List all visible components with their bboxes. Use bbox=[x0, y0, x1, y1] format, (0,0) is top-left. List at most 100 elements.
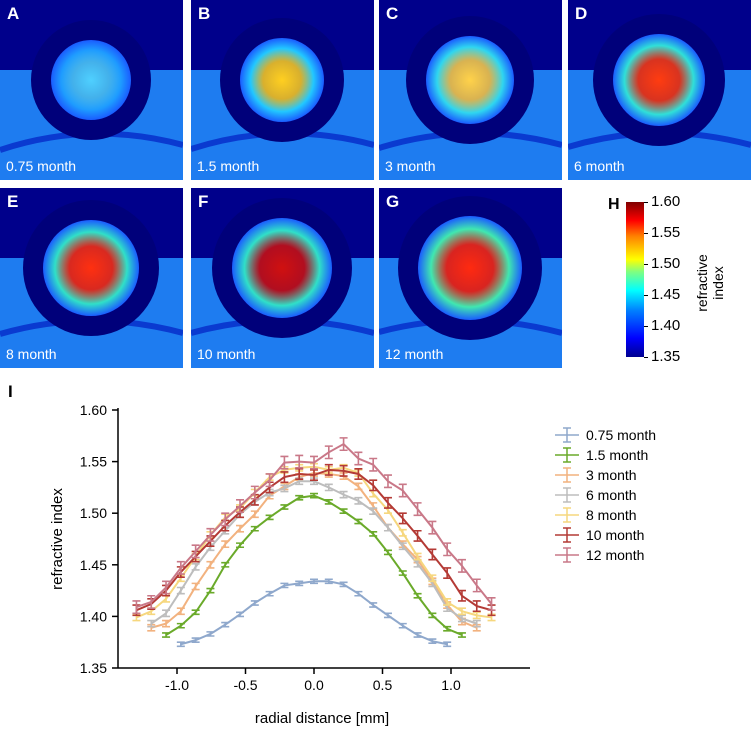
panel-caption: 8 month bbox=[6, 346, 57, 362]
x-tick-label: 1.0 bbox=[441, 677, 461, 693]
refractive-index-chart: I 1.35 1.40 1.45 1.50 1.55 1.60 -1.0 -0.5 0.0 0.5 1… bbox=[8, 382, 656, 727]
colorbar-tick: 1.55 bbox=[644, 224, 684, 242]
data-point-errorbar bbox=[280, 455, 289, 470]
data-point-errorbar bbox=[428, 638, 437, 645]
data-point-errorbar bbox=[398, 622, 407, 629]
data-point-errorbar bbox=[265, 590, 274, 597]
panel-label: C bbox=[386, 4, 399, 23]
data-point-errorbar bbox=[339, 508, 348, 514]
panel-label: D bbox=[575, 4, 588, 23]
lens-image bbox=[0, 188, 183, 368]
data-point-errorbar bbox=[383, 496, 392, 509]
data-point-errorbar bbox=[162, 580, 171, 595]
panel-caption: 1.5 month bbox=[197, 158, 260, 174]
data-point-errorbar bbox=[428, 520, 437, 535]
data-point-errorbar bbox=[339, 437, 348, 452]
x-axis-label: radial distance [mm] bbox=[255, 710, 389, 727]
data-point-errorbar bbox=[428, 574, 437, 583]
colorbar-tick: 1.35 bbox=[644, 348, 684, 366]
panel-label: G bbox=[386, 192, 400, 211]
data-point-errorbar bbox=[324, 463, 333, 476]
legend-swatch bbox=[555, 447, 579, 463]
data-point-errorbar bbox=[236, 542, 245, 549]
legend-label: 0.75 month bbox=[586, 427, 656, 443]
data-point-errorbar bbox=[147, 619, 156, 628]
data-point-errorbar bbox=[413, 529, 422, 542]
data-point-errorbar bbox=[339, 581, 348, 588]
data-point-errorbar bbox=[221, 561, 230, 568]
panel-label: E bbox=[7, 192, 19, 211]
legend-label: 6 month bbox=[586, 487, 637, 503]
data-point-errorbar bbox=[339, 490, 348, 499]
data-point-errorbar bbox=[176, 622, 185, 629]
data-point-errorbar bbox=[191, 562, 200, 571]
micrograph-panel-d: D 6 month bbox=[568, 0, 751, 180]
data-point-errorbar bbox=[280, 484, 289, 493]
data-point-errorbar bbox=[147, 594, 156, 609]
lens-image bbox=[0, 0, 183, 180]
panel-caption: 10 month bbox=[197, 346, 256, 362]
data-point-errorbar bbox=[280, 471, 289, 484]
data-point-errorbar bbox=[206, 631, 215, 637]
data-point-errorbar bbox=[265, 473, 274, 488]
data-point-errorbar bbox=[176, 641, 185, 648]
data-point-errorbar bbox=[280, 582, 289, 589]
data-point-errorbar bbox=[413, 552, 422, 561]
panel-caption: 3 month bbox=[385, 158, 436, 174]
data-point-errorbar bbox=[236, 611, 245, 618]
data-point-errorbar bbox=[413, 502, 422, 517]
legend-label: 10 month bbox=[586, 527, 644, 543]
legend-label: 12 month bbox=[586, 547, 644, 563]
data-point-errorbar bbox=[354, 518, 363, 525]
data-point-errorbar bbox=[236, 524, 245, 533]
data-point-errorbar bbox=[457, 589, 466, 602]
data-point-errorbar bbox=[383, 474, 392, 489]
colorbar-title-line2: index bbox=[710, 266, 726, 300]
data-point-errorbar bbox=[428, 548, 437, 561]
data-point-errorbar bbox=[295, 454, 304, 469]
data-point-errorbar bbox=[457, 614, 466, 623]
data-point-errorbar bbox=[206, 560, 215, 569]
data-point-errorbar bbox=[413, 592, 422, 599]
legend-swatch bbox=[555, 427, 579, 443]
data-point-errorbar bbox=[295, 468, 304, 480]
data-point-errorbar bbox=[354, 451, 363, 466]
data-point-errorbar bbox=[472, 611, 481, 620]
data-point-errorbar bbox=[472, 619, 481, 628]
micrograph-panel-b: B 1.5 month bbox=[191, 0, 374, 180]
data-point-errorbar bbox=[457, 607, 466, 616]
data-point-errorbar bbox=[443, 567, 452, 580]
data-point-errorbar bbox=[443, 625, 452, 632]
data-point-errorbar bbox=[369, 602, 378, 608]
data-point-errorbar bbox=[250, 600, 259, 606]
legend-swatch bbox=[555, 527, 579, 543]
data-point-errorbar bbox=[162, 609, 171, 618]
data-point-errorbar bbox=[354, 590, 363, 597]
data-point-errorbar bbox=[191, 609, 200, 616]
data-point-errorbar bbox=[398, 528, 407, 537]
panel-label-i: I bbox=[8, 382, 13, 401]
data-point-errorbar bbox=[206, 587, 215, 594]
y-tick-label: 1.50 bbox=[80, 505, 107, 521]
lens-image bbox=[568, 0, 751, 180]
colorbar-tick: 1.60 bbox=[644, 193, 684, 211]
data-point-errorbar bbox=[221, 540, 230, 549]
data-point-errorbar bbox=[191, 637, 200, 643]
data-point-errorbar bbox=[443, 641, 452, 648]
legend-swatch bbox=[555, 487, 579, 503]
data-point-errorbar bbox=[221, 512, 230, 527]
panel-label: A bbox=[7, 4, 20, 23]
data-point-errorbar bbox=[132, 600, 141, 615]
data-point-errorbar bbox=[310, 455, 318, 470]
data-point-errorbar bbox=[295, 580, 304, 587]
data-point-errorbar bbox=[457, 558, 466, 573]
data-point-errorbar bbox=[398, 570, 407, 576]
panel-label: F bbox=[198, 192, 209, 211]
colorbar-title-line1: refractive bbox=[694, 254, 710, 312]
colorbar-title: refractive index bbox=[694, 243, 726, 323]
data-point-errorbar bbox=[295, 494, 304, 501]
micrograph-panel-e: E 8 month bbox=[0, 188, 183, 368]
series-line bbox=[180, 580, 448, 646]
data-point-errorbar bbox=[236, 498, 245, 513]
data-point-errorbar bbox=[280, 504, 289, 510]
